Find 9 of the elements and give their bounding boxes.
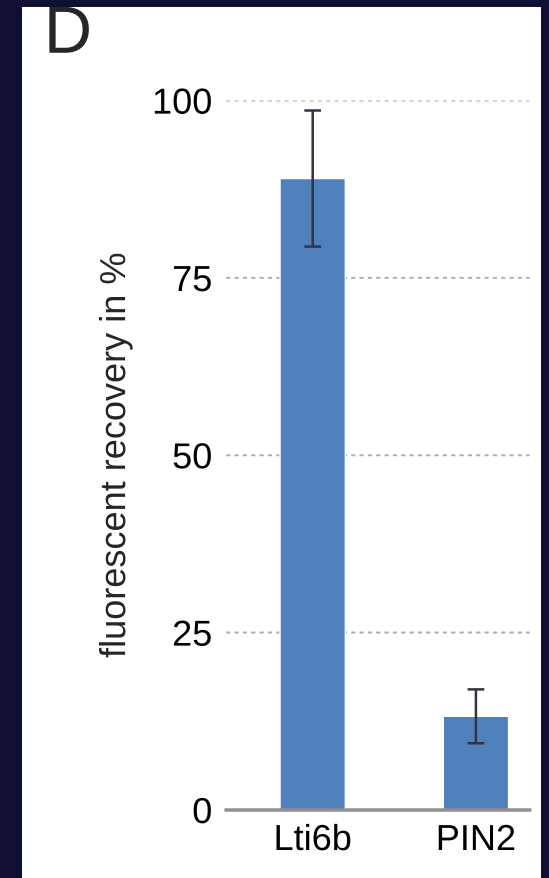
y-tick-label: 100 (154, 88, 211, 114)
y-tick-label: 50 (174, 443, 211, 469)
y-tick-label: 25 (174, 620, 211, 646)
y-axis-title: fluorescent recovery in % (98, 254, 133, 658)
x-tick-label: PIN2 (438, 824, 514, 850)
y-tick-label: 75 (174, 266, 211, 292)
chart-title: D (49, 6, 89, 53)
x-tick-label: Lti6b (276, 824, 350, 850)
y-tick-label: 0 (194, 798, 211, 824)
